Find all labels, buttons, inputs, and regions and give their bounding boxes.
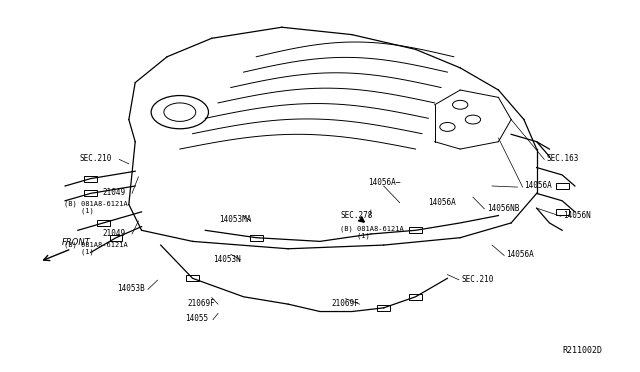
Text: (B) 081A8-6121A
    (1): (B) 081A8-6121A (1) (64, 241, 127, 255)
Text: 14056NB: 14056NB (487, 203, 519, 213)
Text: 14056A: 14056A (506, 250, 534, 259)
Text: 14055: 14055 (185, 314, 208, 323)
Text: 21049: 21049 (102, 188, 125, 197)
Text: SEC.278: SEC.278 (340, 211, 372, 220)
Text: 21069F: 21069F (188, 299, 215, 308)
Text: (B) 081A8-6121A
    (1): (B) 081A8-6121A (1) (64, 201, 127, 214)
Text: 14053N: 14053N (213, 254, 241, 264)
Text: 21069F: 21069F (332, 299, 359, 308)
Text: R211002D: R211002D (562, 346, 602, 355)
Text: 14056A: 14056A (428, 198, 456, 207)
Text: 14053B: 14053B (117, 284, 145, 293)
Text: 14056A: 14056A (524, 182, 552, 190)
Text: 21049: 21049 (102, 229, 125, 238)
Text: 14053MA: 14053MA (220, 215, 252, 224)
Text: SEC.210: SEC.210 (79, 154, 111, 163)
Text: (B) 081A8-6121A
    (1): (B) 081A8-6121A (1) (340, 225, 404, 239)
Text: SEC.210: SEC.210 (461, 275, 494, 283)
Text: 14056N: 14056N (563, 211, 591, 220)
Text: FRONT: FRONT (62, 238, 91, 247)
Text: 14056A–: 14056A– (368, 178, 400, 187)
Text: SEC.163: SEC.163 (546, 154, 579, 163)
